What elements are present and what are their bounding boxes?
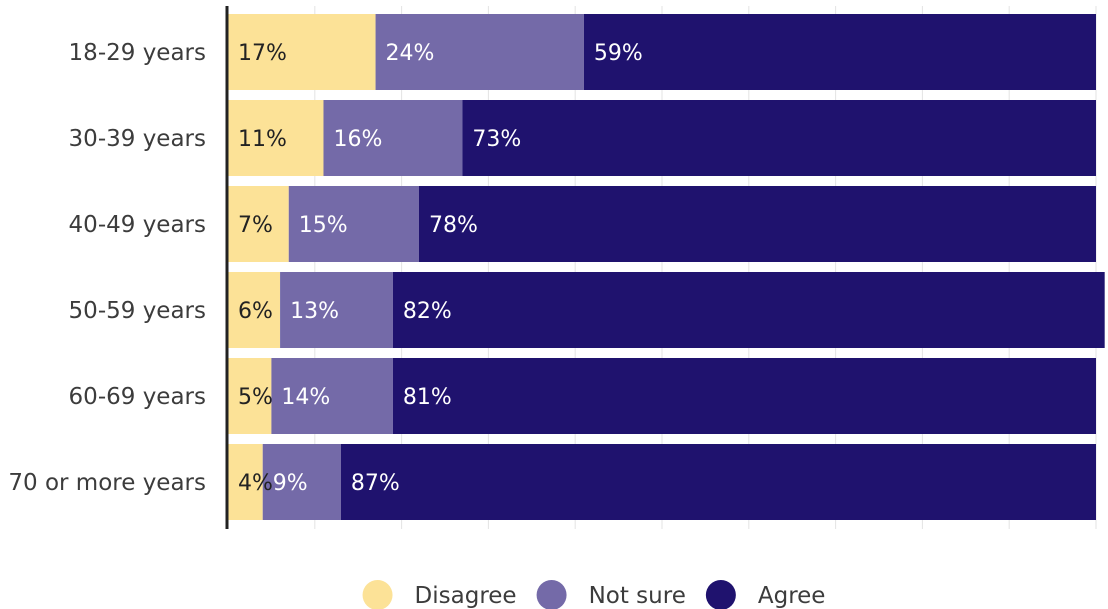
category-label: 70 or more years bbox=[8, 470, 206, 496]
grid-lines bbox=[227, 6, 1097, 529]
data-label: 14% bbox=[281, 385, 330, 410]
data-label: 16% bbox=[333, 127, 382, 152]
data-label: 4% bbox=[238, 471, 273, 496]
data-label: 7% bbox=[238, 213, 273, 238]
data-label: 81% bbox=[403, 385, 452, 410]
bar-segment bbox=[583, 14, 1096, 90]
legend-label: Disagree bbox=[415, 583, 517, 609]
category-label: 30-39 years bbox=[69, 126, 206, 152]
bar-segment bbox=[228, 272, 281, 348]
bar-segment bbox=[228, 358, 272, 434]
bar-segment bbox=[271, 358, 393, 434]
data-label: 73% bbox=[472, 127, 521, 152]
data-label: 87% bbox=[351, 471, 400, 496]
bar-segment bbox=[288, 186, 419, 262]
value-labels: 17% 24% 59% 11% 16% 73% 7% 15% 78% 6% 13% 82% 5% 14% 8… bbox=[238, 41, 643, 496]
data-label: 5% bbox=[238, 385, 273, 410]
legend: Disagree Not sure Agree bbox=[362, 580, 826, 609]
category-label: 40-49 years bbox=[69, 212, 206, 238]
bar-segment bbox=[392, 272, 1105, 348]
category-label: 18-29 years bbox=[69, 40, 206, 66]
category-label: 60-69 years bbox=[69, 384, 206, 410]
legend-swatch bbox=[536, 580, 567, 609]
bar-segment bbox=[262, 444, 341, 520]
category-labels: 18-29 years 30-39 years 40-49 years 50-59 y… bbox=[8, 40, 206, 496]
bars bbox=[228, 14, 1105, 520]
bar-segment bbox=[228, 14, 376, 90]
data-label: 82% bbox=[403, 299, 452, 324]
data-label: 78% bbox=[429, 213, 478, 238]
bar-segment bbox=[280, 272, 393, 348]
data-label: 59% bbox=[594, 41, 643, 66]
legend-label: Not sure bbox=[589, 583, 686, 609]
bar-segment bbox=[392, 358, 1096, 434]
data-label: 13% bbox=[290, 299, 339, 324]
bar-segment bbox=[228, 444, 263, 520]
data-label: 9% bbox=[273, 471, 308, 496]
bar-segment bbox=[228, 100, 324, 176]
data-label: 17% bbox=[238, 41, 287, 66]
bar-segment bbox=[228, 186, 289, 262]
bar-segment bbox=[375, 14, 584, 90]
bar-segment bbox=[323, 100, 463, 176]
legend-label: Agree bbox=[758, 583, 826, 609]
category-label: 50-59 years bbox=[69, 298, 206, 324]
data-label: 11% bbox=[238, 127, 287, 152]
data-label: 24% bbox=[386, 41, 435, 66]
data-label: 15% bbox=[299, 213, 348, 238]
legend-swatch bbox=[362, 580, 393, 609]
bar-segment bbox=[418, 186, 1097, 262]
bar-segment bbox=[462, 100, 1096, 176]
bar-segment bbox=[340, 444, 1097, 520]
legend-swatch bbox=[705, 580, 736, 609]
data-label: 6% bbox=[238, 299, 273, 324]
